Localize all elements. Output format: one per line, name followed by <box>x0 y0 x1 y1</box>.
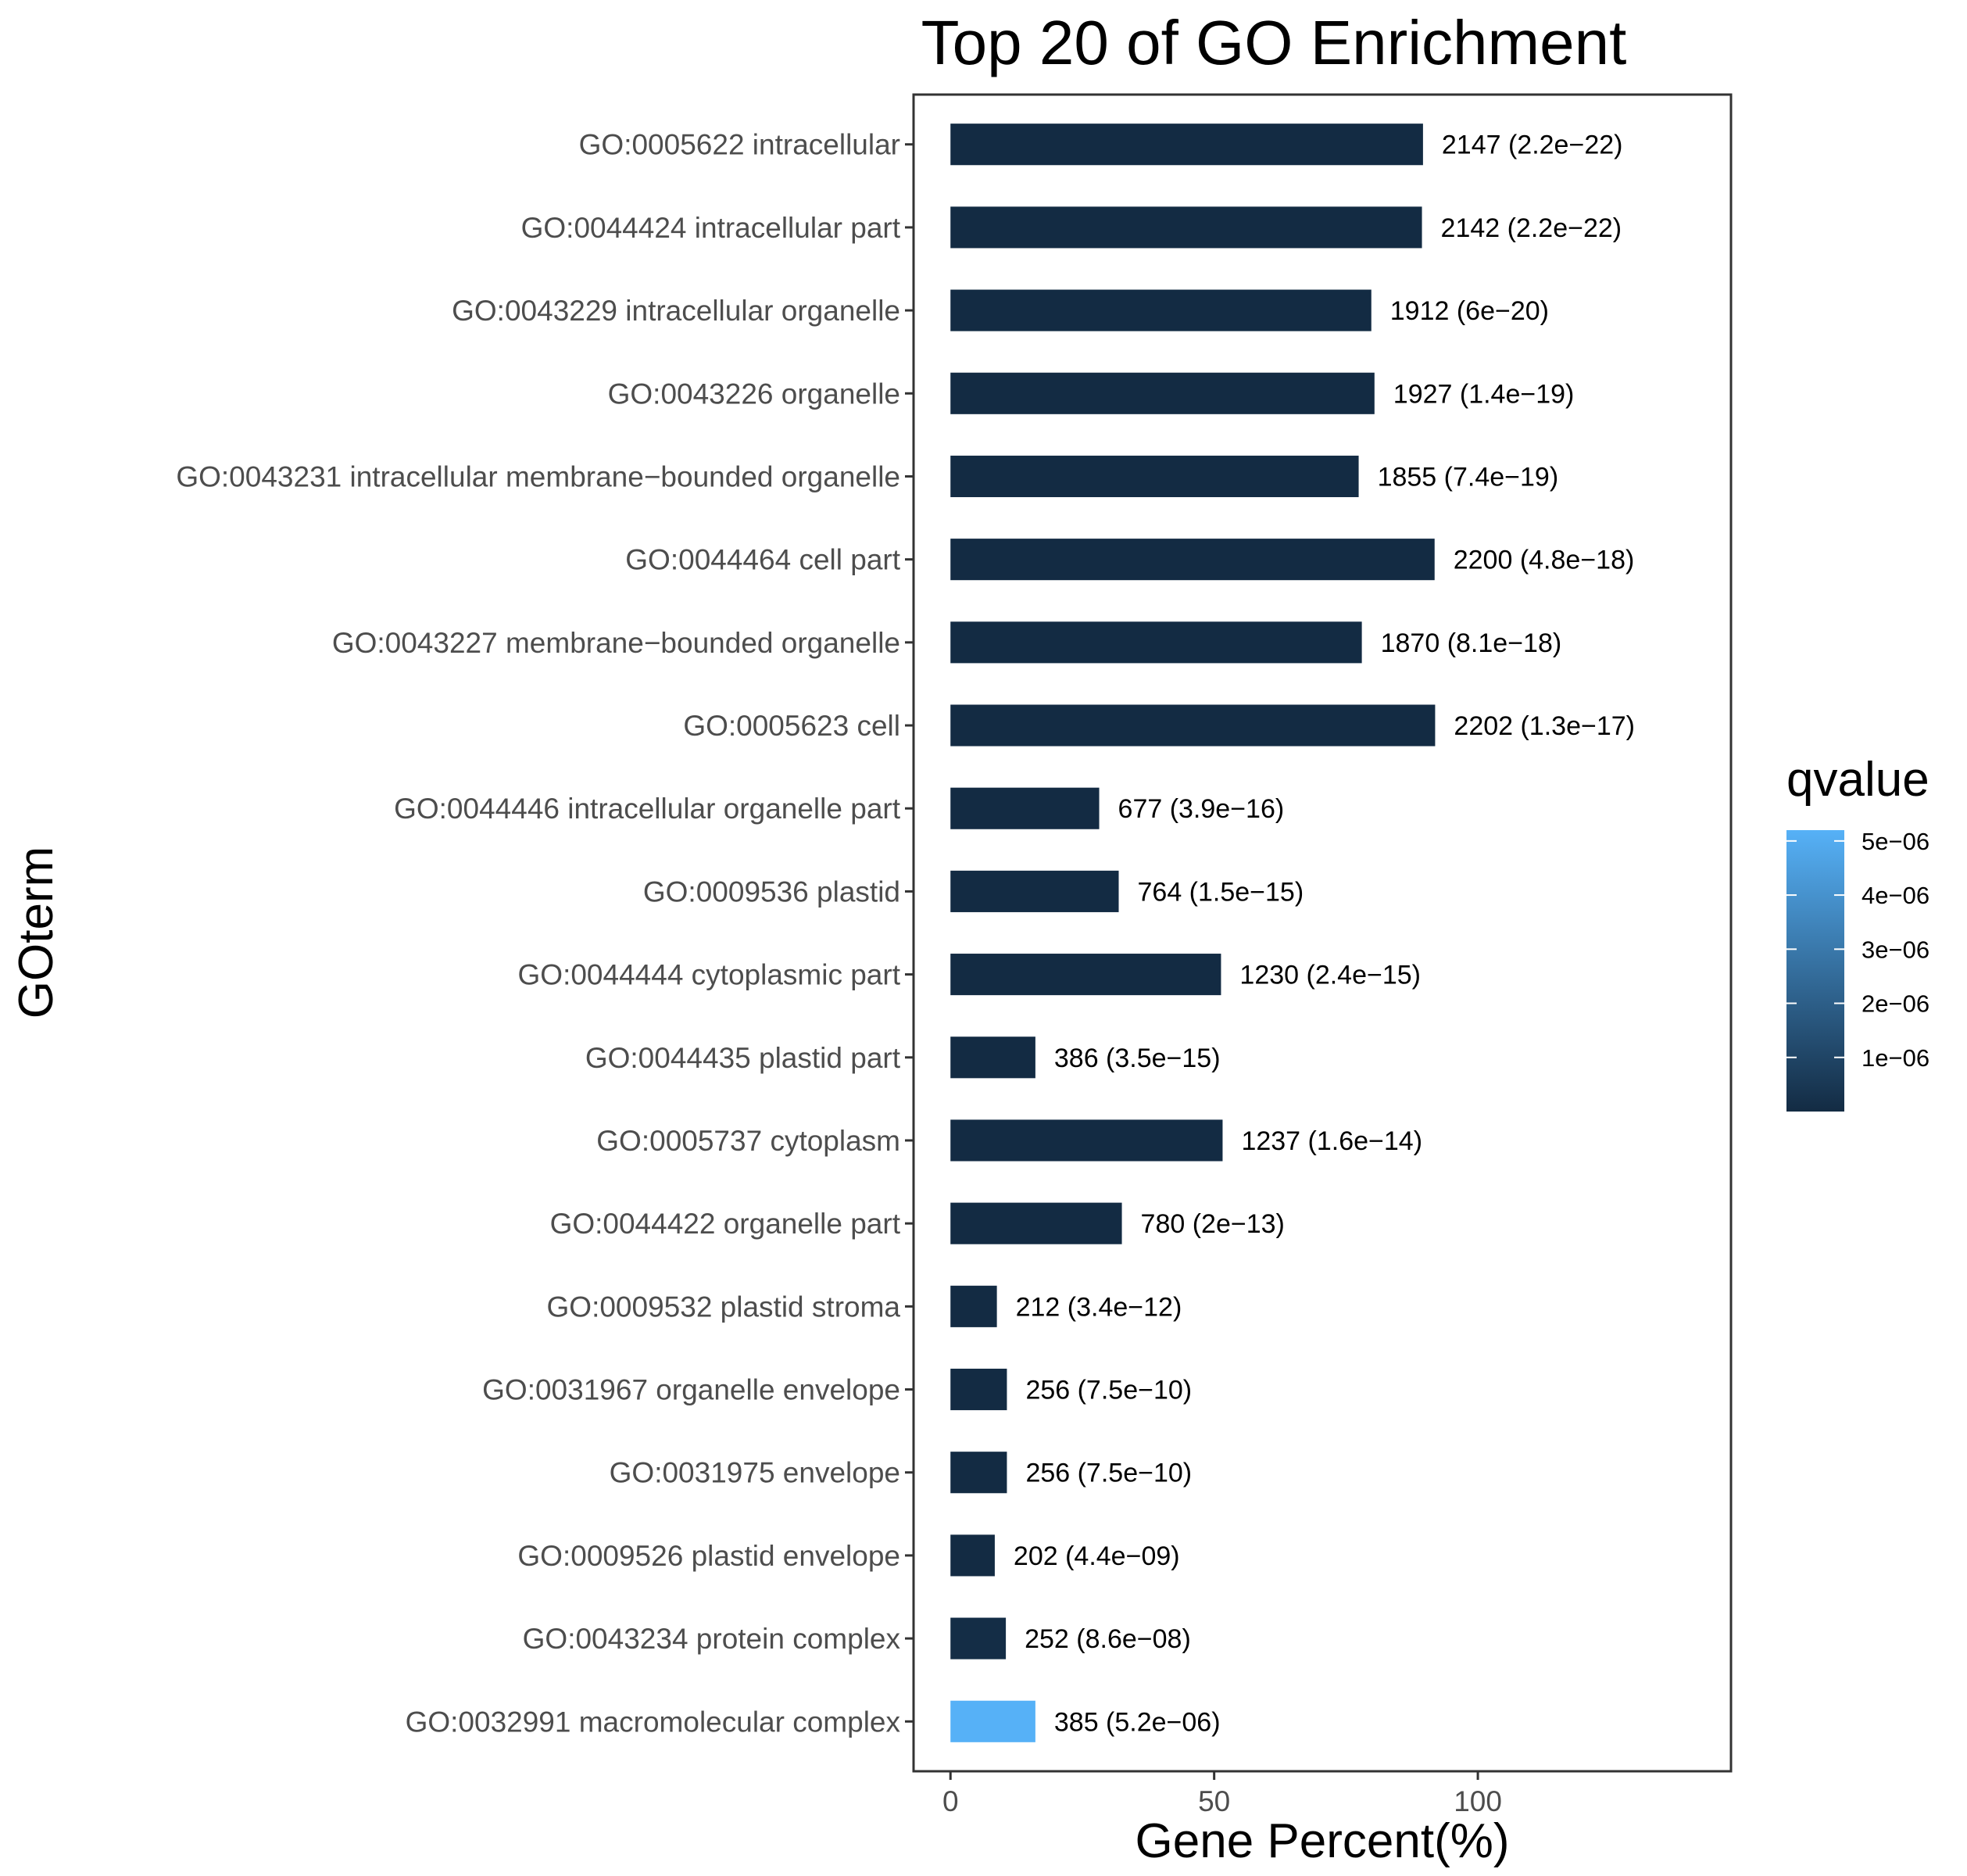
bar-data-label: 1855 (7.4e−19) <box>1378 462 1559 492</box>
y-tick-label: GO:0043234 protein complex <box>523 1623 901 1655</box>
y-tick-label: GO:0031975 envelope <box>610 1457 900 1489</box>
bar-data-label: 677 (3.9e−16) <box>1118 794 1285 824</box>
bar <box>950 870 1119 912</box>
bar-data-label: 1927 (1.4e−19) <box>1393 379 1575 409</box>
y-tick-label: GO:0044446 intracellular organelle part <box>394 793 901 825</box>
y-tick-label: GO:0043231 intracellular membrane−bounde… <box>176 460 900 492</box>
legend-ticks: 1e−06 2e−06 3e−06 4e−06 5e−06 <box>1786 828 1929 1072</box>
bar <box>950 1617 1007 1659</box>
data-labels-layer: 2147 (2.2e−22) 2142 (2.2e−22) 1912 (6e−20)… <box>1014 131 1635 1738</box>
chart-title: Top 20 of GO Enrichment <box>921 8 1627 77</box>
bar-data-label: 780 (2e−13) <box>1141 1209 1285 1239</box>
legend-tick-label: 1e−06 <box>1861 1044 1929 1072</box>
bar-data-label: 212 (3.4e−12) <box>1016 1292 1182 1322</box>
x-axis: 0 50 100 <box>942 1771 1502 1817</box>
y-tick-label: GO:0009536 plastid <box>643 875 900 908</box>
bar-data-label: 1237 (1.6e−14) <box>1241 1126 1422 1156</box>
y-tick-label: GO:0044422 organelle part <box>550 1208 901 1240</box>
bar-data-label: 1870 (8.1e−18) <box>1381 628 1562 658</box>
y-tick-label: GO:0044424 intracellular part <box>521 212 901 244</box>
bars-layer <box>950 124 1436 1742</box>
bar-data-label: 2200 (4.8e−18) <box>1454 546 1635 575</box>
x-axis-title: Gene Percent(%) <box>1135 1814 1510 1868</box>
bar <box>950 704 1436 746</box>
plot-panel <box>912 93 1733 1773</box>
bar <box>950 1036 1035 1079</box>
y-tick-label: GO:0044464 cell part <box>625 544 900 576</box>
y-tick-label: GO:0044444 cytoplasmic part <box>518 959 901 991</box>
y-tick-label: GO:0043227 membrane−bounded organelle <box>332 627 900 659</box>
bar <box>950 1202 1122 1244</box>
bar <box>950 621 1362 664</box>
bar <box>950 539 1435 581</box>
y-tick-label: GO:0031967 organelle envelope <box>482 1374 900 1406</box>
bar-data-label: 1912 (6e−20) <box>1390 296 1549 326</box>
bar-data-label: 386 (3.5e−15) <box>1054 1044 1221 1073</box>
y-tick-label: GO:0005737 cytoplasm <box>596 1125 900 1157</box>
bar <box>950 954 1221 996</box>
y-tick-label: GO:0043226 organelle <box>608 378 900 410</box>
y-tick-label: GO:0043229 intracellular organelle <box>452 295 900 327</box>
y-tick-label: GO:0009532 plastid stroma <box>547 1291 901 1323</box>
bar-data-label: 256 (7.5e−10) <box>1025 1459 1192 1488</box>
y-axis-title: GOterm <box>9 847 63 1019</box>
y-tick-label: GO:0044435 plastid part <box>585 1042 901 1074</box>
bar-data-label: 1230 (2.4e−15) <box>1239 961 1421 990</box>
bar-data-label: 2142 (2.2e−22) <box>1441 213 1622 243</box>
legend-tick-label: 4e−06 <box>1861 882 1929 909</box>
bar <box>950 1119 1223 1162</box>
bar <box>950 289 1372 331</box>
bar <box>950 1285 997 1327</box>
bar <box>950 1368 1007 1411</box>
legend-colorbar <box>1786 830 1844 1112</box>
bar-data-label: 385 (5.2e−06) <box>1054 1707 1221 1737</box>
bar <box>950 1534 995 1577</box>
x-tick-label: 100 <box>1454 1785 1502 1817</box>
bar-data-label: 2147 (2.2e−22) <box>1442 131 1623 160</box>
bar-data-label: 202 (4.4e−09) <box>1014 1541 1180 1571</box>
y-tick-label: GO:0009526 plastid envelope <box>517 1540 900 1572</box>
color-legend: qvalue 1e−06 2e−06 3e−06 4e−06 5e−06 <box>1786 753 1929 1112</box>
bar-data-label: 256 (7.5e−10) <box>1025 1376 1192 1405</box>
bar-data-label: 2202 (1.3e−17) <box>1454 711 1635 741</box>
y-tick-label: GO:0005623 cell <box>683 710 900 742</box>
bar-data-label: 764 (1.5e−15) <box>1138 877 1304 907</box>
legend-tick-label: 3e−06 <box>1861 936 1929 963</box>
legend-tick-label: 2e−06 <box>1861 990 1929 1018</box>
bar <box>950 1452 1007 1494</box>
legend-tick-label: 5e−06 <box>1861 828 1929 855</box>
y-tick-label: GO:0032991 macromolecular complex <box>406 1706 901 1738</box>
bar <box>950 372 1375 414</box>
y-axis: GO:0005622 intracellular GO:0044424 intra… <box>176 129 914 1738</box>
bar <box>950 787 1100 829</box>
legend-title: qvalue <box>1786 753 1929 807</box>
y-tick-label: GO:0005622 intracellular <box>579 129 900 161</box>
bar <box>950 124 1423 166</box>
bar <box>950 206 1422 249</box>
bar <box>950 455 1359 498</box>
x-tick-label: 0 <box>942 1785 959 1817</box>
bar <box>950 1700 1035 1742</box>
bar-data-label: 252 (8.6e−08) <box>1025 1624 1191 1654</box>
x-tick-label: 50 <box>1198 1785 1230 1817</box>
